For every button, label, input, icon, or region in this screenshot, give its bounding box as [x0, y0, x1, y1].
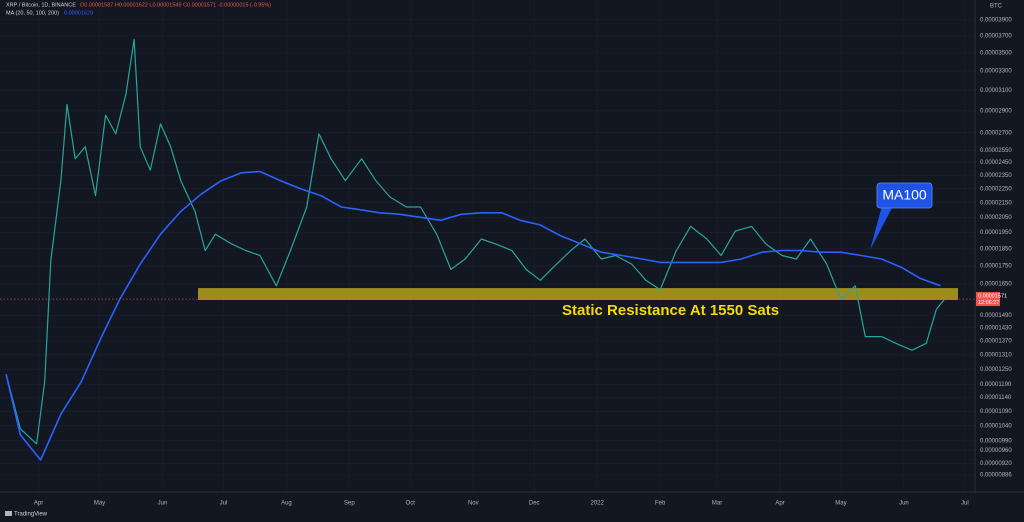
ohlc: O0.00001587 H0.00001622 L0.00001549 C0.0…	[80, 2, 271, 8]
plot	[0, 38, 975, 461]
y-tick-label: 0.00002900	[980, 108, 1012, 114]
x-tick-label: Apr	[34, 501, 43, 507]
y-tick-label: 0.00003900	[980, 17, 1012, 23]
y-tick-label: 0.00003300	[980, 69, 1012, 75]
y-tick-label: 0.00000920	[980, 461, 1012, 467]
y-tick-label: 0.00002050	[980, 215, 1012, 221]
x-tick-label: Dec	[529, 501, 540, 507]
y-tick-label: 0.00000990	[980, 438, 1012, 444]
brand: TradingView	[5, 511, 48, 518]
x-tick-label: Feb	[655, 501, 666, 507]
last-price-box	[976, 292, 1000, 307]
y-tick-label: 0.00001190	[980, 382, 1012, 388]
x-tick-label: Nov	[468, 501, 479, 507]
y-tick-label: 0.00001090	[980, 409, 1012, 415]
series-line	[5, 170, 941, 461]
y-tick-label: 0.00003700	[980, 34, 1012, 40]
ma-callout-pointer	[870, 206, 893, 250]
x-tick-label: Sep	[344, 501, 355, 507]
grid	[0, 0, 975, 492]
y-tick-label: 0.00001250	[980, 367, 1012, 373]
y-tick-label: 0.00003500	[980, 51, 1012, 57]
x-tick-label: Jul	[961, 501, 969, 507]
y-tick-label: 0.00001950	[980, 230, 1012, 236]
series-line	[5, 38, 945, 445]
y-tick-label: 0.00002250	[980, 186, 1012, 192]
y-tick-label: 0.00001370	[980, 339, 1012, 345]
last-price-label: 0.00001571	[978, 293, 1007, 299]
x-tick-label: 2022	[591, 501, 605, 507]
y-tick-label: 0.00002450	[980, 160, 1012, 166]
y-tick-label: 0.00001850	[980, 246, 1012, 252]
x-tick-label: Jun	[158, 501, 168, 507]
y-tick-label: 0.00001310	[980, 352, 1012, 358]
countdown: 12:06:27	[978, 300, 999, 306]
brand-logo	[5, 511, 12, 516]
indicator: MA (20, 50, 100, 200)	[6, 10, 59, 16]
x-tick-label: Jun	[899, 501, 909, 507]
y-tick-label: 0.00001750	[980, 263, 1012, 269]
y-tick-label: 0.00000960	[980, 448, 1012, 454]
axis-unit: BTC	[990, 4, 1003, 10]
x-tick-label: Aug	[281, 501, 292, 507]
y-tick-label: 0.00001140	[980, 395, 1012, 401]
y-tick-label: 0.00002350	[980, 173, 1012, 179]
x-tick-label: Oct	[406, 501, 416, 507]
y-tick-label: 0.00002550	[980, 148, 1012, 154]
x-tick-label: May	[835, 501, 846, 507]
x-tick-label: May	[94, 501, 105, 507]
y-tick-label: 0.00003100	[980, 88, 1012, 94]
indicator-value: 0.00001629	[64, 10, 93, 16]
y-tick-label: 0.00002700	[980, 130, 1012, 136]
y-tick-label: 0.00001430	[980, 325, 1012, 331]
x-tick-label: Mar	[712, 501, 722, 507]
x-tick-label: Jul	[220, 501, 228, 507]
zone-label: Static Resistance At 1550 Sats	[562, 302, 779, 319]
x-tick-label: Apr	[775, 501, 784, 507]
ma-callout-box	[876, 182, 933, 209]
brand-name: TradingView	[14, 512, 48, 518]
y-tick-label: 0.00001040	[980, 423, 1012, 429]
y-tick-label: 0.00000886	[980, 472, 1012, 478]
y-tick-label: 0.00001650	[980, 282, 1012, 288]
ma-callout-label: MA100	[882, 187, 927, 203]
symbol-title: XRP / Bitcoin, 1D, BINANCE	[6, 2, 76, 8]
y-tick-label: 0.00001490	[980, 313, 1012, 319]
y-tick-label: 0.00002150	[980, 200, 1012, 206]
resistance-zone	[198, 288, 958, 301]
